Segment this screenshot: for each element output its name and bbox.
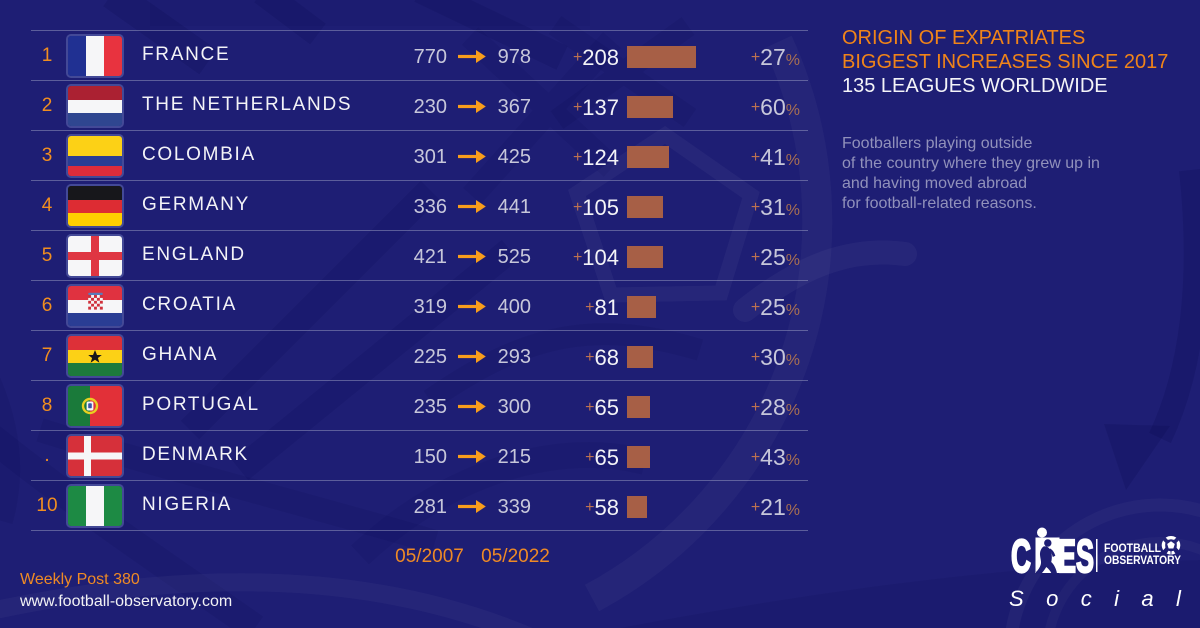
svg-text:OBSERVATORY: OBSERVATORY [1104, 555, 1181, 567]
svg-text:ES: ES [1058, 530, 1094, 582]
svg-text:FOOTBALL: FOOTBALL [1104, 543, 1161, 555]
svg-text:C: C [1011, 530, 1031, 582]
svg-text:Social: Social [1009, 586, 1200, 611]
